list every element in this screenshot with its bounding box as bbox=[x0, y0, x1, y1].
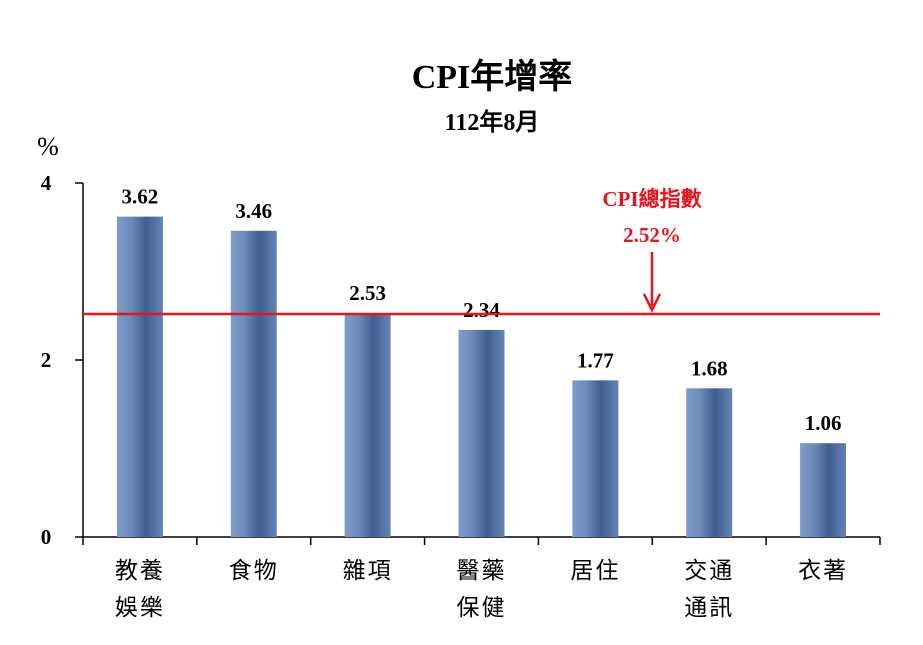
reference-line-group: CPI總指數 2.52% bbox=[83, 187, 880, 316]
y-tick-label: 2 bbox=[41, 348, 52, 372]
x-tick-label: 通訊 bbox=[684, 595, 734, 621]
bars bbox=[116, 216, 847, 538]
bar bbox=[116, 216, 163, 537]
x-tick-label: 雜項 bbox=[343, 558, 393, 584]
x-tick-label: 醫藥 bbox=[457, 558, 507, 584]
data-label: 3.62 bbox=[122, 185, 159, 209]
x-tick-label: 娛樂 bbox=[115, 595, 165, 621]
data-label: 1.77 bbox=[577, 348, 614, 372]
y-tick-label: 4 bbox=[41, 171, 52, 195]
chart-title: CPI年增率 bbox=[412, 58, 573, 96]
data-label: 1.06 bbox=[805, 411, 842, 435]
x-tick-label: 保健 bbox=[457, 595, 507, 621]
reference-arrow-head bbox=[642, 293, 662, 313]
data-label: 2.34 bbox=[463, 298, 500, 322]
chart-subtitle: 112年8月 bbox=[445, 108, 540, 136]
axes: 0 2 4 bbox=[41, 171, 881, 549]
data-label: 1.68 bbox=[691, 356, 728, 380]
reference-label: CPI總指數 bbox=[602, 187, 701, 211]
bar bbox=[800, 443, 847, 537]
y-tick-label: 0 bbox=[41, 525, 52, 549]
data-label: 2.53 bbox=[349, 281, 386, 305]
data-label: 3.46 bbox=[235, 199, 272, 223]
bar bbox=[344, 313, 391, 537]
bar bbox=[686, 388, 733, 537]
data-labels: 3.62 3.46 2.53 2.34 1.77 1.68 1.06 bbox=[122, 185, 842, 436]
x-tick-label: 食物 bbox=[229, 558, 279, 584]
bar bbox=[458, 329, 505, 537]
bar bbox=[230, 230, 277, 538]
bar bbox=[572, 380, 619, 537]
x-tick-label: 交通 bbox=[684, 558, 734, 584]
reference-value: 2.52% bbox=[623, 223, 681, 247]
x-tick-label: 居住 bbox=[570, 558, 620, 584]
x-tick-label: 衣著 bbox=[798, 558, 848, 584]
x-tick-label: 教養 bbox=[115, 558, 165, 584]
y-axis-unit: % bbox=[37, 132, 59, 161]
